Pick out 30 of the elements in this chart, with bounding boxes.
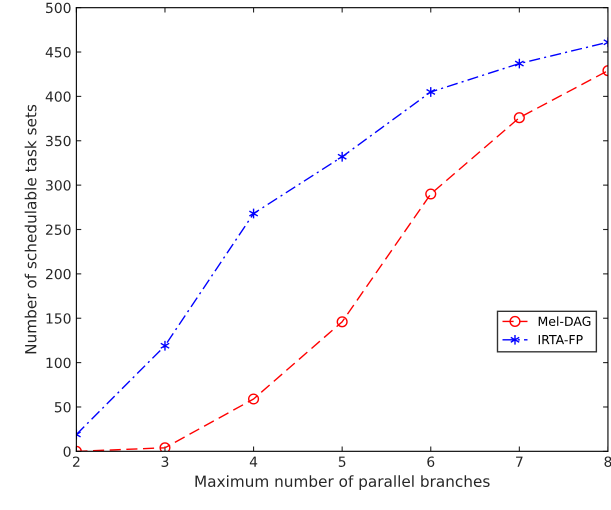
point (248, 393, 260, 405)
y-tick-label: 400 (46, 91, 71, 102)
y-tick-label: 300 (46, 180, 71, 191)
legend-label: Mel-DAG (538, 316, 590, 326)
y-tick-label: 50 (54, 402, 71, 412)
y-tick-label: 500 (46, 2, 71, 14)
point (514, 58, 524, 70)
point (426, 86, 436, 98)
x-tick-label: 8 (604, 456, 611, 467)
x-tick-label: 6 (427, 456, 434, 467)
y-tick-label: 450 (46, 46, 71, 58)
y-tick-label: 100 (46, 358, 71, 368)
point (425, 188, 436, 200)
y-tick-label: 200 (46, 268, 71, 280)
y-tick-label: 150 (46, 313, 71, 324)
legend-label: IRTA-FP (538, 335, 583, 344)
y-tick-label: 250 (46, 224, 71, 235)
y-tick-label: 350 (46, 136, 71, 146)
x-tick-label: 4 (250, 456, 258, 467)
y-axis-title: Number of schedulable task sets (24, 104, 36, 354)
x-tick-label: 7 (516, 456, 523, 467)
x-tick-label: 5 (338, 456, 346, 467)
point (514, 112, 525, 124)
x-axis-title: Maximum number of parallel branches (195, 475, 490, 490)
point (248, 208, 258, 220)
x-tick-label: 3 (162, 456, 168, 467)
y-tick-label: 0 (64, 446, 71, 457)
x-tick-label: 2 (72, 456, 80, 467)
point (159, 442, 171, 452)
point (336, 316, 348, 328)
